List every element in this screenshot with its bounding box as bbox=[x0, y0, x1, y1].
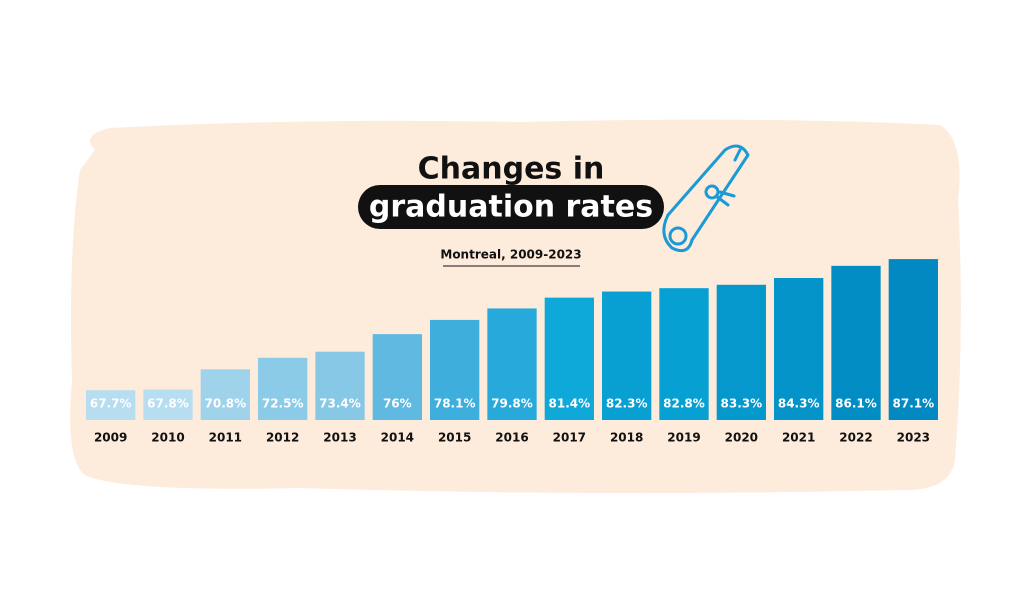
x-tick-label: 2020 bbox=[725, 431, 758, 445]
x-tick-label: 2014 bbox=[381, 431, 414, 445]
value-label: 82.8% bbox=[663, 397, 705, 411]
x-tick-label: 2012 bbox=[266, 431, 299, 445]
value-label: 86.1% bbox=[835, 397, 877, 411]
bar bbox=[602, 291, 652, 420]
value-label: 83.3% bbox=[721, 397, 763, 411]
value-label: 81.4% bbox=[549, 397, 591, 411]
bar bbox=[315, 351, 365, 420]
diploma-icon bbox=[662, 144, 750, 253]
bar bbox=[86, 390, 136, 420]
bar bbox=[659, 288, 709, 420]
bar bbox=[774, 278, 824, 420]
chart-subtitle: Montreal, 2009-2023 bbox=[440, 248, 581, 262]
bar bbox=[831, 265, 881, 420]
value-label: 76% bbox=[383, 397, 412, 411]
bar bbox=[888, 259, 938, 420]
value-label: 72.5% bbox=[262, 397, 304, 411]
value-label: 70.8% bbox=[205, 397, 247, 411]
x-tick-label: 2017 bbox=[553, 431, 586, 445]
bar bbox=[544, 297, 594, 420]
x-tick-label: 2013 bbox=[323, 431, 356, 445]
x-tick-label: 2019 bbox=[667, 431, 700, 445]
x-tick-label: 2010 bbox=[151, 431, 184, 445]
bar bbox=[258, 357, 308, 420]
x-tick-label: 2015 bbox=[438, 431, 471, 445]
value-label: 73.4% bbox=[319, 397, 361, 411]
chart-title: Changes in bbox=[418, 152, 605, 187]
value-label: 82.3% bbox=[606, 397, 648, 411]
x-tick-label: 2011 bbox=[209, 431, 242, 445]
x-tick-label: 2022 bbox=[839, 431, 872, 445]
bar bbox=[200, 369, 250, 420]
value-label: 84.3% bbox=[778, 397, 820, 411]
bar bbox=[372, 334, 422, 420]
x-tick-label: 2009 bbox=[94, 431, 127, 445]
chart-title: graduation rates bbox=[369, 190, 653, 225]
value-label: 78.1% bbox=[434, 397, 476, 411]
title-pill bbox=[358, 185, 664, 229]
value-label: 87.1% bbox=[893, 397, 935, 411]
value-label: 67.7% bbox=[90, 397, 132, 411]
value-label: 67.8% bbox=[147, 397, 189, 411]
bar bbox=[487, 308, 537, 420]
value-label: 79.8% bbox=[491, 397, 533, 411]
bar bbox=[716, 284, 766, 420]
bar bbox=[143, 389, 193, 420]
x-tick-label: 2018 bbox=[610, 431, 643, 445]
x-tick-label: 2023 bbox=[897, 431, 930, 445]
bar bbox=[430, 319, 480, 420]
x-tick-label: 2021 bbox=[782, 431, 815, 445]
x-tick-label: 2016 bbox=[495, 431, 528, 445]
